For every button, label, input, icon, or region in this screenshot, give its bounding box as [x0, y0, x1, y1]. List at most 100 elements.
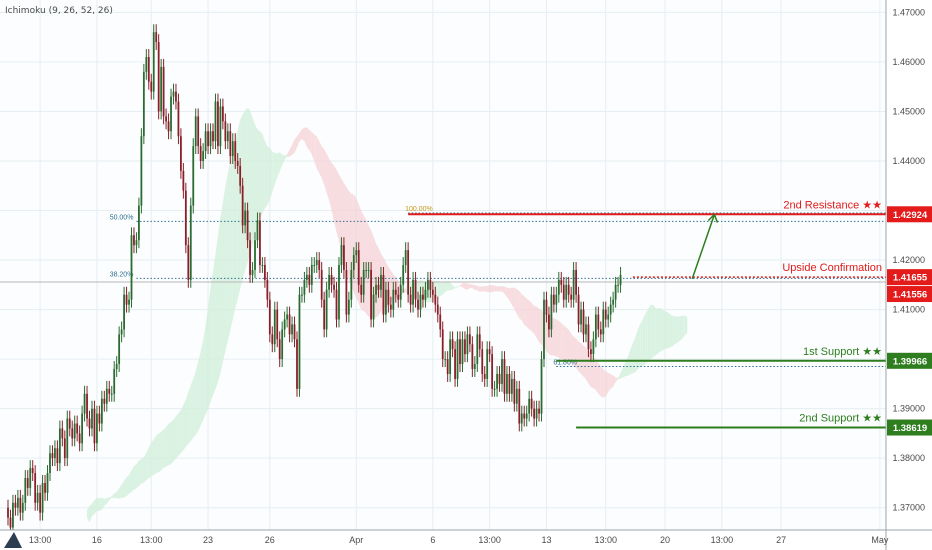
candle-body [76, 423, 79, 434]
time-axis [0, 530, 886, 550]
indicator-legend[interactable]: Ichimoku (9, 26, 52, 26) [5, 6, 113, 16]
cloud-segment [566, 327, 569, 364]
cloud-segment [662, 309, 666, 351]
cloud-segment [250, 110, 253, 255]
candle-body [580, 309, 582, 325]
candle-body [298, 294, 301, 389]
candle-body [291, 324, 293, 335]
candle-body [520, 413, 523, 424]
candle-body [39, 492, 42, 513]
y-tick-label: 1.42000 [892, 255, 925, 265]
cloud-segment [677, 316, 680, 343]
candle-body [172, 91, 175, 97]
fib-label: 38.20% [110, 271, 134, 278]
cloud-segment [539, 308, 542, 345]
candle-body [160, 66, 163, 112]
candle-body [338, 265, 340, 320]
candle-body [103, 398, 106, 404]
candle-body [352, 255, 355, 270]
cloud-segment [499, 285, 502, 292]
candle-body [510, 378, 513, 394]
candle-body [19, 497, 22, 513]
candle-body [170, 96, 172, 132]
candle-body [226, 131, 229, 142]
cloud-segment [679, 315, 683, 341]
candle-body [481, 349, 484, 374]
candle-body [283, 319, 286, 330]
cloud-segment [326, 154, 330, 201]
candle-body [434, 294, 437, 305]
cloud-segment [403, 288, 406, 294]
cloud-segment [163, 427, 167, 468]
cloud-segment [133, 464, 137, 490]
cloud-segment [632, 336, 636, 374]
candle-body [301, 294, 303, 296]
candle-body [461, 339, 464, 365]
cloud-segment [460, 283, 463, 288]
candle-body [63, 438, 66, 459]
candle-body [496, 373, 498, 389]
candle-body [429, 279, 432, 290]
candle-body [446, 359, 449, 374]
candle-body [345, 269, 348, 315]
cloud-segment [477, 285, 480, 292]
candle-body [350, 269, 353, 300]
cloud-segment [442, 281, 446, 295]
candle-body [7, 507, 9, 518]
cloud-segment [213, 254, 216, 396]
candle-body [224, 121, 227, 142]
x-tick-label: 16 [92, 535, 102, 545]
candle-body [251, 269, 254, 275]
cloud-segment [109, 496, 112, 501]
cloud-segment [509, 287, 512, 305]
candle-body [236, 160, 239, 166]
cloud-segment [210, 270, 214, 402]
cloud-segment [306, 127, 310, 151]
cloud-segment [556, 319, 559, 358]
candle-body [120, 329, 123, 335]
candle-body [212, 131, 214, 142]
level-label: Upside Confirmation [782, 262, 882, 274]
cloud-segment [336, 169, 339, 242]
candle-body [145, 56, 148, 72]
candle-body [152, 32, 155, 92]
cloud-segment [578, 341, 582, 374]
candle-body [335, 289, 338, 320]
cloud-segment [568, 329, 572, 364]
candle-body [147, 56, 150, 82]
candle-body [177, 101, 180, 137]
candle-body [486, 349, 489, 379]
cloud-segment [292, 139, 295, 155]
cloud-segment [111, 493, 115, 499]
cloud-segment [655, 307, 658, 356]
candle-body [113, 369, 116, 394]
candle-body [498, 373, 501, 384]
cloud-segment [269, 147, 273, 200]
cloud-segment [657, 308, 661, 354]
cloud-segment [479, 286, 483, 292]
candle-body [296, 339, 298, 389]
cloud-segment [230, 151, 233, 331]
candle-body [528, 398, 531, 414]
cloud-segment [484, 285, 488, 293]
candle-body [612, 299, 615, 305]
cloud-segment [521, 294, 525, 325]
candle-body [88, 418, 91, 429]
cloud-segment [314, 134, 317, 169]
fib-label: 50.00% [110, 214, 134, 221]
candle-body [473, 364, 476, 370]
candle-body [587, 324, 590, 350]
cloud-segment [338, 174, 342, 252]
candle-body [604, 309, 607, 320]
price-badge-label: 1.42924 [893, 210, 928, 221]
candle-body [464, 339, 466, 355]
candle-body [115, 364, 118, 370]
cloud-segment [242, 110, 246, 280]
candle-body [268, 299, 271, 335]
cloud-segment [87, 505, 90, 523]
candle-body [254, 240, 256, 270]
candle-body [614, 284, 617, 300]
candle-body [518, 388, 521, 424]
